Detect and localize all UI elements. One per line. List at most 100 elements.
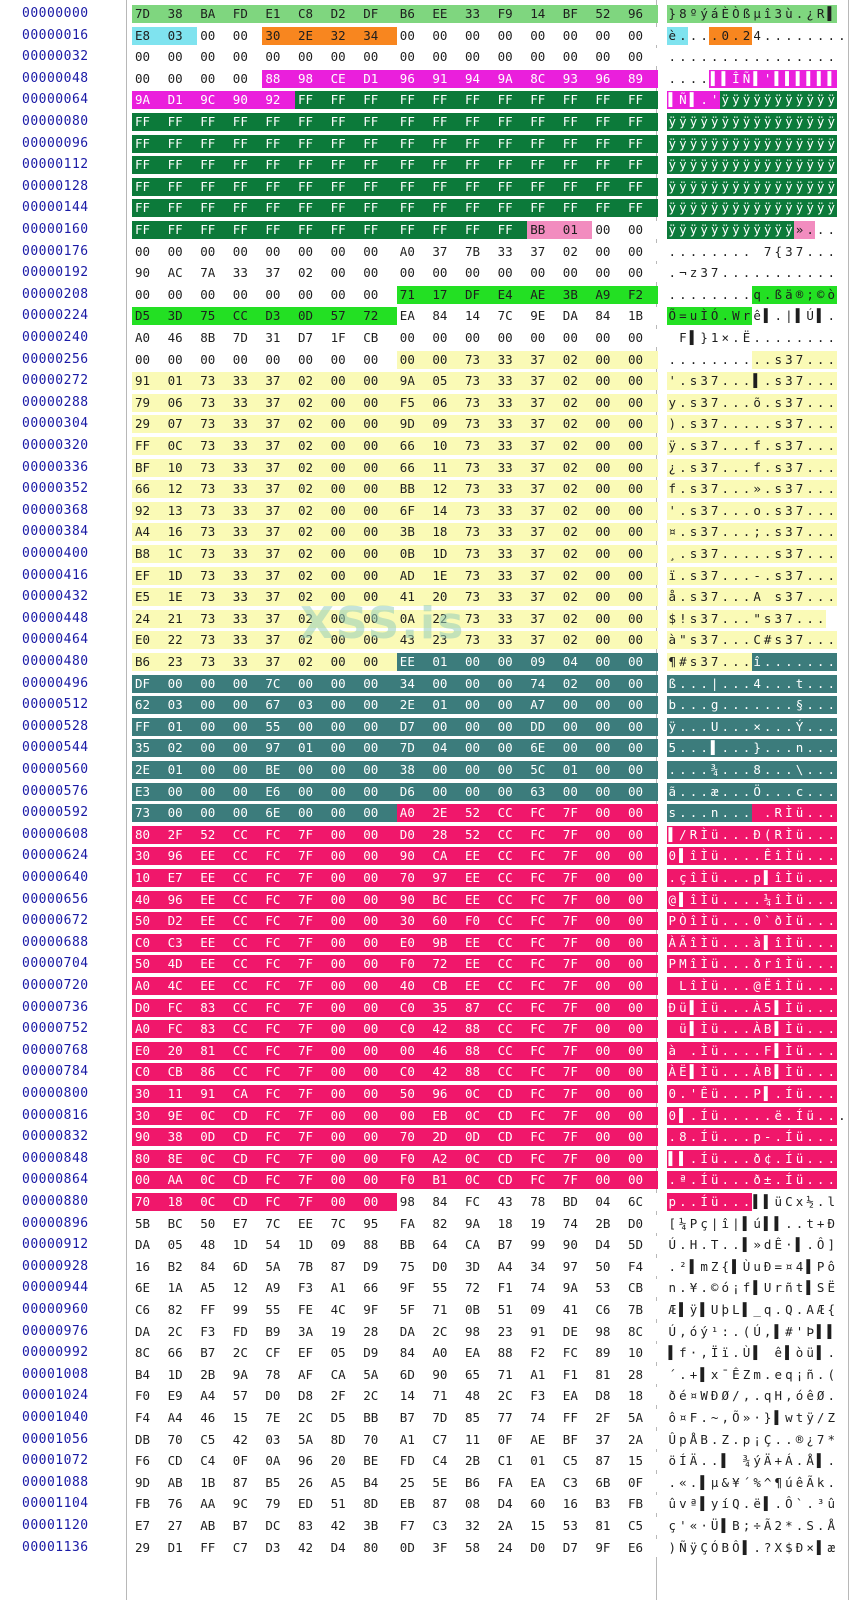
hex-byte[interactable]: FF <box>197 1538 230 1557</box>
ascii-char[interactable]: B <box>730 1517 742 1535</box>
ascii-char[interactable]: . <box>720 933 731 952</box>
ascii-char[interactable]: Ø <box>720 1387 731 1406</box>
ascii-char[interactable]: . <box>815 545 826 563</box>
hex-byte[interactable]: 88 <box>462 1063 495 1082</box>
ascii-char[interactable]: ' <box>709 91 720 110</box>
ascii-char[interactable]: . <box>804 501 816 520</box>
hex-byte[interactable]: FF <box>327 221 361 239</box>
ascii-char[interactable]: . <box>804 1495 816 1514</box>
hex-byte[interactable]: FC <box>262 955 295 974</box>
hex-byte[interactable]: 73 <box>462 437 495 455</box>
hex-byte[interactable]: 00 <box>625 501 658 520</box>
ascii-char[interactable]: ý <box>698 5 710 23</box>
hex-byte[interactable]: 00 <box>295 804 328 823</box>
ascii-char[interactable]: . <box>720 977 731 995</box>
hex-byte[interactable]: BB <box>360 1409 397 1427</box>
ascii-char[interactable]: # <box>677 653 689 671</box>
ascii-char[interactable]: Z <box>720 1430 731 1449</box>
ascii-char[interactable]: ÿ <box>709 134 720 153</box>
hex-byte[interactable]: 00 <box>494 653 528 671</box>
ascii-char[interactable]: 7 <box>709 458 720 477</box>
ascii-char[interactable]: ÿ <box>698 177 710 196</box>
hex-row[interactable]: 00000448 24 21 73 33 37 02 00 00 0A 22 73 33 37 02 00 00… <box>0 609 866 629</box>
ascii-char[interactable]: + <box>773 1452 784 1471</box>
hex-byte[interactable]: 40 <box>396 977 430 995</box>
hex-byte[interactable]: 10 <box>164 458 198 477</box>
hex-byte[interactable]: FF <box>429 113 462 131</box>
ascii-char[interactable]: . <box>804 480 816 499</box>
ascii-char[interactable]: 7 <box>709 523 720 542</box>
ascii-char[interactable]: ú <box>783 1473 795 1492</box>
hex-byte[interactable]: 57 <box>229 1387 263 1406</box>
ascii-char[interactable]: . <box>826 674 837 693</box>
ascii-char[interactable]: . <box>741 955 752 974</box>
hex-byte[interactable]: 00 <box>494 761 528 779</box>
hex-row[interactable]: 00000992 8C 66 B7 2C CF EF 05 D9 84 A0 EA 88 F2 FC 89 10… <box>0 1343 866 1363</box>
hex-byte[interactable]: 88 <box>494 1344 528 1363</box>
ascii-char[interactable]: Ò <box>677 912 689 931</box>
ascii-char[interactable]: . <box>762 739 773 758</box>
ascii-char[interactable]: R <box>688 825 699 844</box>
hex-byte[interactable]: FC <box>527 1020 560 1039</box>
ascii-char[interactable]: 7 <box>794 372 805 391</box>
hex-byte[interactable]: FF <box>262 156 295 175</box>
ascii-char[interactable]: ü <box>794 804 805 823</box>
hex-byte[interactable]: 74 <box>527 1409 560 1427</box>
hex-byte[interactable]: 58 <box>462 1538 495 1557</box>
hex-byte[interactable]: 5E <box>429 1473 462 1492</box>
hex-byte[interactable]: 00 <box>229 26 263 45</box>
ascii-char[interactable]: . <box>804 998 816 1017</box>
hex-byte[interactable]: FF <box>527 91 560 110</box>
hex-byte[interactable]: 81 <box>197 1041 230 1060</box>
hex-row[interactable]: 00000112 FF FF FF FF FF FF FF FF FF FF FF FF FF FF FF FF… <box>0 155 866 175</box>
ascii-char[interactable]: ^ <box>762 1473 773 1492</box>
ascii-char[interactable]: ▌ <box>741 1538 752 1557</box>
hex-byte[interactable]: 7D <box>132 5 165 23</box>
hex-byte[interactable]: 21 <box>164 609 198 628</box>
hex-byte[interactable]: E7 <box>229 1214 263 1233</box>
ascii-char[interactable]: s <box>688 480 699 499</box>
ascii-char[interactable]: 7 <box>794 523 805 542</box>
hex-byte[interactable]: 00 <box>327 566 361 585</box>
hex-byte[interactable]: FF <box>164 156 198 175</box>
hex-byte[interactable]: 29 <box>132 415 165 434</box>
hex-byte[interactable]: FC <box>262 1020 295 1039</box>
ascii-char[interactable]: . <box>667 1171 678 1190</box>
hex-byte[interactable]: 00 <box>360 264 397 283</box>
hex-byte[interactable]: 7F <box>559 1128 593 1147</box>
ascii-char[interactable]: Ì <box>783 869 795 887</box>
ascii-char[interactable]: . <box>741 1020 752 1039</box>
ascii-char[interactable]: . <box>720 696 731 715</box>
ascii-char[interactable]: . <box>826 48 837 67</box>
ascii-char[interactable]: . <box>741 458 752 477</box>
hex-byte[interactable]: 3B <box>559 285 593 304</box>
ascii-char[interactable]: . <box>826 566 837 585</box>
ascii-char[interactable]: . <box>667 1473 678 1492</box>
hex-byte[interactable]: D4 <box>592 1236 625 1255</box>
hex-byte[interactable]: 7F <box>559 1020 593 1039</box>
ascii-char[interactable]: . <box>804 48 816 67</box>
hex-byte[interactable]: 9F <box>360 1301 397 1319</box>
hex-byte[interactable]: 37 <box>527 372 560 391</box>
hex-byte[interactable]: B4 <box>360 1473 397 1492</box>
hex-byte[interactable]: FF <box>559 1409 593 1427</box>
hex-byte[interactable]: 32 <box>462 1517 495 1535</box>
ascii-char[interactable]: ü <box>709 912 720 931</box>
hex-byte[interactable]: 00 <box>494 26 528 45</box>
ascii-char[interactable]: . <box>804 869 816 887</box>
hex-byte[interactable]: 33 <box>494 588 528 607</box>
hex-byte[interactable]: FF <box>559 113 593 131</box>
ascii-char[interactable]: . <box>826 1344 837 1363</box>
ascii-char[interactable]: s <box>688 458 699 477</box>
ascii-char[interactable]: Ì <box>783 804 795 823</box>
ascii-char[interactable]: 5 <box>667 739 678 758</box>
hex-byte[interactable]: 97 <box>559 1257 593 1276</box>
hex-byte[interactable]: D0 <box>396 825 430 844</box>
ascii-char[interactable]: . <box>730 372 742 391</box>
hex-byte[interactable]: 37 <box>527 501 560 520</box>
hex-byte[interactable]: FC <box>262 998 295 1017</box>
ascii-char[interactable]: . <box>720 1193 731 1211</box>
hex-byte[interactable]: 00 <box>625 458 658 477</box>
hex-byte[interactable]: BC <box>164 1214 198 1233</box>
hex-byte[interactable]: 97 <box>429 869 462 887</box>
